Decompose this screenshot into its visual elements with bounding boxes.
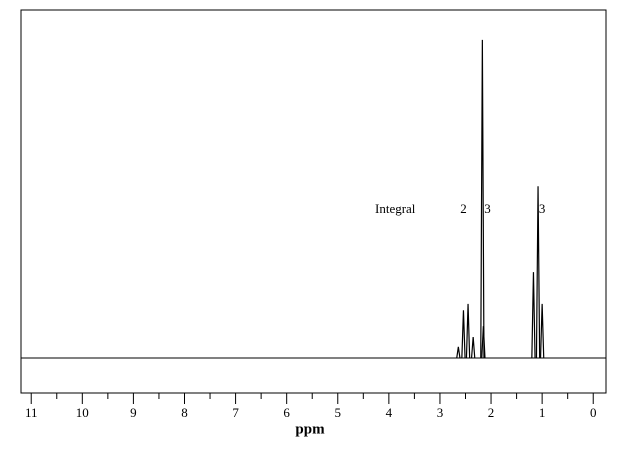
integral-value: 2 bbox=[460, 201, 467, 216]
x-tick-label: 0 bbox=[590, 405, 597, 420]
peak bbox=[480, 39, 485, 359]
x-tick-label: 1 bbox=[539, 405, 546, 420]
plot-frame bbox=[20, 9, 607, 394]
integral-value: 3 bbox=[539, 201, 546, 216]
x-tick-label: 10 bbox=[76, 405, 89, 420]
integral-label: Integral bbox=[375, 201, 416, 216]
peak bbox=[470, 336, 476, 359]
x-tick-label: 9 bbox=[130, 405, 137, 420]
x-tick-label: 6 bbox=[283, 405, 290, 420]
x-tick-label: 8 bbox=[181, 405, 188, 420]
peak bbox=[539, 303, 545, 359]
x-axis-title: ppm bbox=[295, 421, 325, 437]
peak bbox=[531, 272, 536, 359]
x-tick-label: 3 bbox=[437, 405, 444, 420]
peak bbox=[465, 303, 471, 359]
peak bbox=[481, 326, 486, 359]
x-tick-label: 4 bbox=[386, 405, 393, 420]
peak bbox=[461, 310, 466, 359]
peak bbox=[456, 346, 461, 359]
x-tick-label: 11 bbox=[25, 405, 38, 420]
x-tick-label: 5 bbox=[335, 405, 342, 420]
integral-value: 3 bbox=[484, 201, 491, 216]
x-tick-label: 7 bbox=[232, 405, 239, 420]
x-tick-label: 2 bbox=[488, 405, 495, 420]
peak bbox=[535, 186, 541, 359]
